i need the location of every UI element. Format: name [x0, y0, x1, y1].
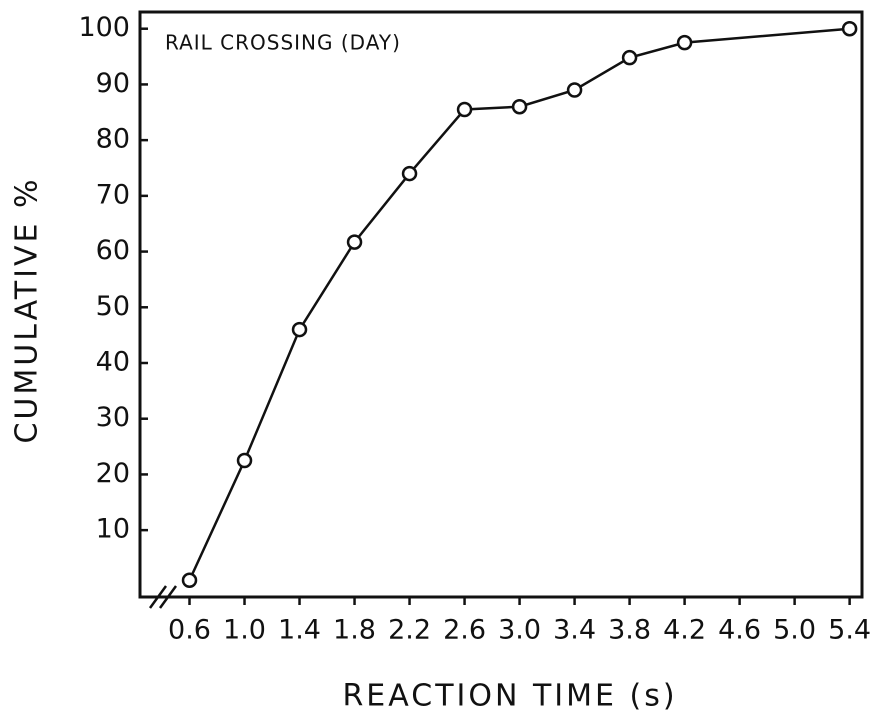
data-point [621, 49, 638, 66]
x-tick-label: 5.0 [773, 615, 816, 646]
y-tick-label: 80 [96, 124, 130, 155]
x-tick-label: 1.4 [278, 615, 321, 646]
data-point [181, 572, 198, 589]
data-point [566, 82, 583, 98]
break-mark [158, 585, 178, 609]
break-mark [148, 585, 168, 609]
y-axis-title: CUMULATIVE % [10, 176, 45, 443]
x-axis-title: REACTION TIME (s) [342, 679, 677, 714]
axis-break [148, 585, 178, 609]
data-point [346, 234, 363, 250]
data-point [236, 452, 253, 469]
y-tick-label: 40 [96, 347, 130, 378]
plot-frame [138, 10, 864, 599]
y-tick-label: 70 [96, 179, 130, 210]
x-tick-label: 4.2 [663, 615, 706, 646]
data-point [511, 98, 528, 115]
x-tick-label: 1.8 [333, 615, 376, 646]
y-tick-label: 20 [96, 458, 130, 489]
annotation: RAIL CROSSING (DAY) [165, 31, 401, 55]
x-tick-label: 3.4 [553, 615, 596, 646]
x-tick-label: 5.4 [828, 615, 871, 646]
data-point [401, 165, 418, 182]
data-point [841, 20, 858, 37]
data-point [291, 321, 308, 338]
x-tick-label: 3.0 [498, 615, 541, 646]
y-tick-label: 10 [96, 514, 130, 545]
x-tick-label: 2.6 [443, 615, 486, 646]
x-tick-label: 4.6 [718, 615, 761, 646]
x-tick-label: 1.0 [223, 615, 266, 646]
data-point [456, 101, 473, 118]
y-tick-label: 30 [96, 402, 130, 433]
y-tick-label: 100 [78, 12, 130, 43]
x-tick-label: 0.6 [168, 615, 211, 646]
y-tick-label: 50 [96, 291, 130, 322]
y-tick-label: 60 [96, 235, 130, 266]
data-point [676, 34, 693, 51]
x-tick-label: 3.8 [608, 615, 651, 646]
x-tick-label: 2.2 [388, 615, 431, 646]
y-tick-label: 90 [96, 68, 130, 99]
